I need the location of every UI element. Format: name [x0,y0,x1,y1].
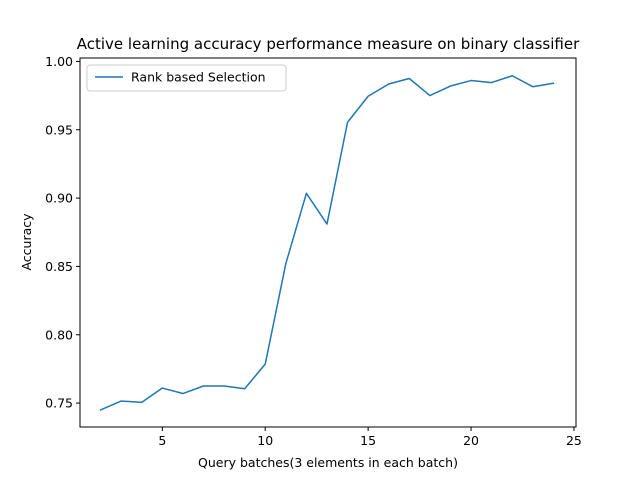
y-tick-label: 0.95 [45,122,73,137]
x-tick-label: 15 [360,433,376,448]
y-tick-label: 0.85 [45,259,73,274]
chart-title: Active learning accuracy performance mea… [77,35,580,53]
legend-box [86,64,287,92]
y-tick-label: 0.75 [45,396,73,411]
plot-area [99,75,555,411]
x-axis: 5 10 15 20 25 [158,427,582,448]
y-tick-label: 0.80 [45,327,73,342]
y-axis-label: Accuracy [19,213,34,271]
x-tick-label: 25 [566,433,582,448]
y-axis: 0.75 0.80 0.85 0.90 0.95 1.00 [45,54,80,411]
x-tick-label: 10 [257,433,273,448]
y-tick-label: 1.00 [45,54,73,69]
series-line-0 [99,75,555,411]
plot-frame [79,57,577,428]
legend-label: Rank based Selection [131,70,266,85]
x-axis-label: Query batches(3 elements in each batch) [198,455,458,470]
legend: Rank based Selection [86,64,287,92]
x-tick-label: 20 [463,433,479,448]
x-tick-label: 5 [158,433,166,448]
y-tick-label: 0.90 [45,191,73,206]
